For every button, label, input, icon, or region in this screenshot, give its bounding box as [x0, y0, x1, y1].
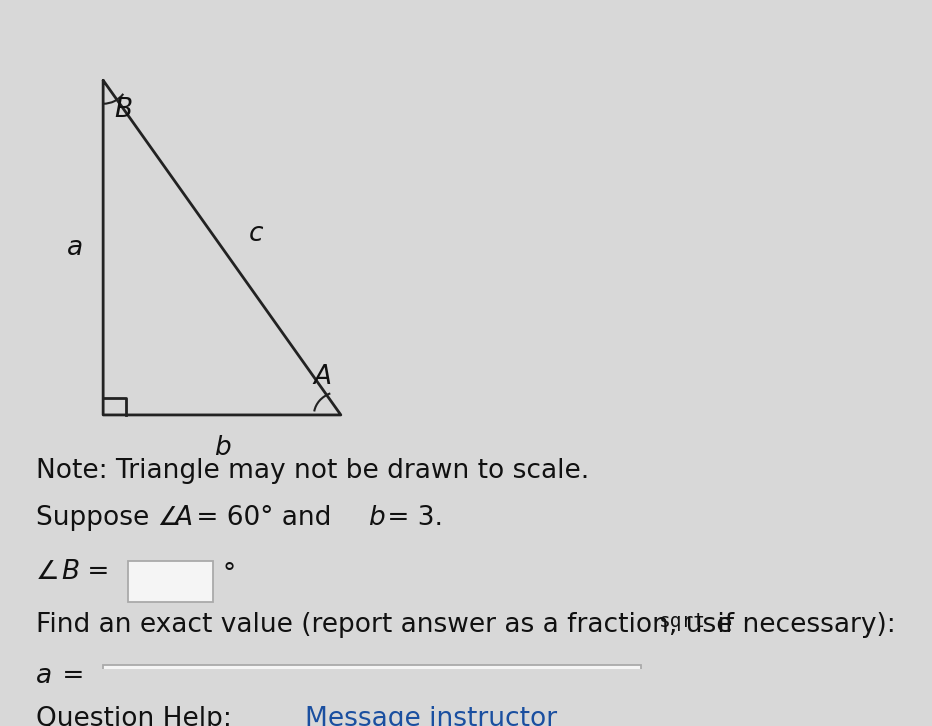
Text: sqrt: sqrt: [659, 612, 706, 632]
Text: ∠: ∠: [35, 559, 60, 585]
Text: b: b: [213, 435, 230, 461]
Text: Message instructor: Message instructor: [305, 706, 557, 726]
FancyBboxPatch shape: [129, 560, 213, 603]
Text: b: b: [368, 505, 385, 531]
Text: Find an exact value (report answer as a fraction, use: Find an exact value (report answer as a …: [35, 612, 741, 638]
Text: °: °: [223, 562, 236, 588]
Text: = 60° and: = 60° and: [188, 505, 340, 531]
Text: c: c: [249, 221, 264, 248]
Text: if necessary):: if necessary):: [708, 612, 896, 638]
Text: Suppose ∠: Suppose ∠: [35, 505, 181, 531]
Text: A: A: [314, 364, 332, 390]
Text: a: a: [35, 663, 52, 688]
Text: =: =: [54, 663, 84, 688]
Text: A: A: [175, 505, 193, 531]
Text: Note: Triangle may not be drawn to scale.: Note: Triangle may not be drawn to scale…: [35, 458, 589, 484]
Text: a: a: [67, 234, 84, 261]
Text: B: B: [114, 97, 132, 123]
Text: B: B: [61, 559, 79, 585]
FancyBboxPatch shape: [103, 664, 641, 709]
Text: Question Help:: Question Help:: [35, 706, 232, 726]
Text: =: =: [79, 559, 109, 585]
Text: = 3.: = 3.: [379, 505, 444, 531]
